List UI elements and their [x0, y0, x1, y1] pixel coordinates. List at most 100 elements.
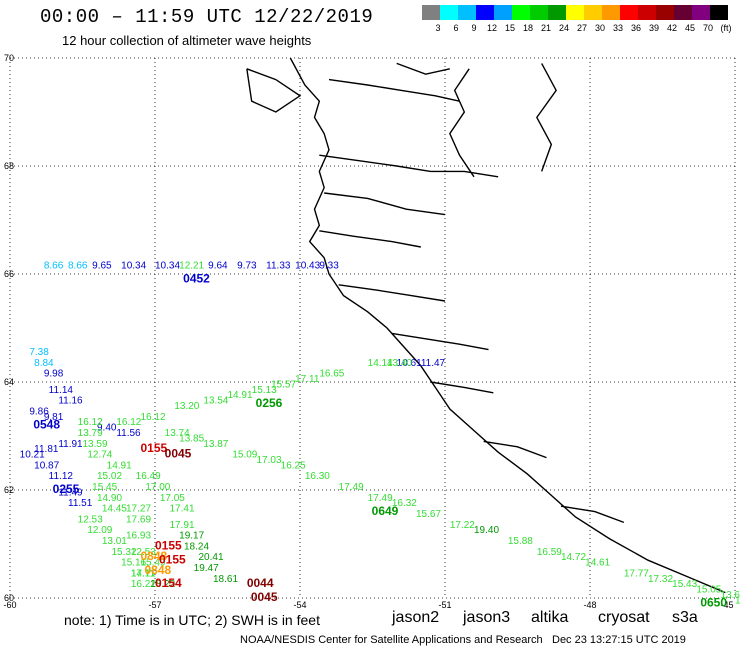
coastline-segment — [391, 332, 489, 351]
legend-label: (ft) — [721, 23, 732, 33]
legend-swatch — [710, 5, 728, 20]
swh-value-label: 13.54 — [203, 396, 228, 407]
wave-height-labels: 8.66 8.66 9.65 10.34 10.34 12.21 9.64 9.73 11.33… — [20, 261, 740, 610]
coastline-segment — [338, 284, 446, 302]
swh-value-label: 10.61 — [397, 358, 422, 369]
swh-value-label: 15.02 — [97, 471, 122, 482]
swh-value-label: 13.40 — [387, 358, 412, 369]
y-tick-label: 60 — [4, 593, 14, 603]
x-tick-label: -57 — [148, 600, 161, 610]
swh-value-label: 16.49 — [136, 471, 161, 482]
legend-label: 27 — [577, 23, 587, 33]
legend-label: 30 — [595, 23, 605, 33]
coastline-segment — [324, 192, 446, 216]
swh-value-label: 7.38 — [29, 347, 49, 358]
swh-value-label: 9.64 — [208, 261, 228, 272]
swh-value-label: 10.34 — [121, 261, 146, 272]
swh-value-label: 17.11 — [295, 374, 320, 385]
swh-value-label: 14.45 — [102, 504, 127, 515]
swh-value-label: 16.59 — [537, 547, 562, 558]
swh-value-label: 14.91 — [228, 390, 253, 401]
swh-value-label: 9.81 — [44, 412, 64, 423]
swh-value-label: 9.73 — [237, 261, 257, 272]
swh-value-label: 12.21 — [179, 261, 204, 272]
swh-value-label: 11.56 — [116, 428, 141, 439]
map-grid — [9, 57, 736, 599]
swh-value-label: 16.12 — [141, 412, 166, 423]
legend-label: 18 — [523, 23, 533, 33]
y-tick-label: 62 — [4, 485, 14, 495]
swh-value-label: 17.11 — [131, 568, 156, 579]
coastline-segment — [483, 440, 547, 459]
swh-value-label: 18.61 — [213, 574, 238, 585]
swh-value-label: 17.49 — [368, 493, 393, 504]
legend-swatch — [458, 5, 476, 20]
legend-altika: altika — [531, 609, 569, 626]
pass-time-label: 0155 — [141, 441, 168, 455]
legend-swatch — [476, 5, 494, 20]
legend-swatch — [584, 5, 602, 20]
swh-value-label: 15.88 — [508, 536, 533, 547]
chart-subtitle: 12 hour collection of altimeter wave hei… — [62, 33, 312, 48]
legend-cryosat: cryosat — [598, 609, 650, 626]
legend-label: 9 — [471, 23, 476, 33]
swh-value-label: 9.98 — [44, 369, 64, 380]
swh-value-label: 14.90 — [97, 493, 122, 504]
legend-swatches: 3 6 9 12 15 18 21 24 27 30 33 36 39 42 45 70 (ft) — [422, 5, 732, 33]
legend-label: 39 — [649, 23, 659, 33]
swh-value-label: 13.59 — [83, 439, 108, 450]
y-tick-label: 70 — [4, 53, 14, 63]
swh-value-label: 15.32 — [112, 547, 137, 558]
footer-credit: NOAA/NESDIS Center for Satellite Applica… — [240, 634, 543, 646]
swh-value-label: 17.69 — [126, 514, 151, 525]
legend-label: 21 — [541, 23, 551, 33]
swh-value-label: 10.21 — [20, 450, 45, 461]
swh-value-label: 15.49 — [141, 558, 166, 569]
pass-time-label: 0848 — [141, 549, 168, 563]
y-tick-label: 66 — [4, 269, 14, 279]
swh-value-label: 16.93 — [126, 531, 151, 542]
coastline-segment — [560, 505, 625, 524]
swh-value-label: 15.57 — [271, 379, 296, 390]
legend-label: 36 — [631, 23, 641, 33]
swh-value-label: 14.14 — [368, 358, 393, 369]
pass-time-label: 0044 — [247, 576, 274, 590]
x-tick-label: -51 — [438, 600, 451, 610]
legend-swatch — [566, 5, 584, 20]
legend-swatch — [656, 5, 674, 20]
swh-value-label: 17.22 — [450, 520, 475, 531]
swh-value-label: 16.12 — [116, 417, 141, 428]
legend-swatch — [530, 5, 548, 20]
legend-label: 70 — [703, 23, 713, 33]
swh-value-label: 8.66 — [44, 261, 64, 272]
greenland-coastline — [246, 57, 726, 594]
swh-value-label: 9.65 — [92, 261, 112, 272]
coastline-segment — [396, 62, 450, 75]
swh-value-label: 11.12 — [49, 471, 74, 482]
swh-value-label: 16.65 — [319, 369, 344, 380]
swh-value-label: 11.47 — [421, 358, 446, 369]
pass-time-label: 0548 — [33, 417, 60, 431]
legend-jason3: jason3 — [463, 609, 511, 626]
swh-value-label: 14.71 — [131, 568, 156, 579]
legend-jason2: jason2 — [392, 609, 440, 626]
swh-value-label: 12.53 — [131, 547, 156, 558]
pass-time-label: 0255 — [53, 482, 80, 496]
swh-value-label: 13.20 — [174, 401, 199, 412]
coastline-segment — [319, 154, 499, 178]
pass-time-label: 0452 — [183, 272, 210, 286]
swh-value-label: 11.16 — [58, 396, 83, 407]
swh-value-label: 8.66 — [68, 261, 88, 272]
swh-value-label: 14.91 — [107, 460, 132, 471]
coastline-segment — [430, 381, 494, 394]
footer-note: note: 1) Time is in UTC; 2) SWH is in fe… — [64, 612, 320, 628]
swh-value-label: 10.87 — [34, 460, 59, 471]
swh-value-label: 14.61 — [585, 558, 610, 569]
axis-ticks: -60 -57 -54 -51 -48 -45 60 62 64 66 68 70 — [3, 53, 733, 610]
pass-time-label: 0848 — [145, 563, 172, 577]
pass-time-label: 0045 — [251, 590, 278, 604]
swh-value-label: 15.13 — [252, 385, 277, 396]
legend-s3a: s3a — [672, 609, 698, 626]
swh-value-label: 17.77 — [624, 568, 649, 579]
